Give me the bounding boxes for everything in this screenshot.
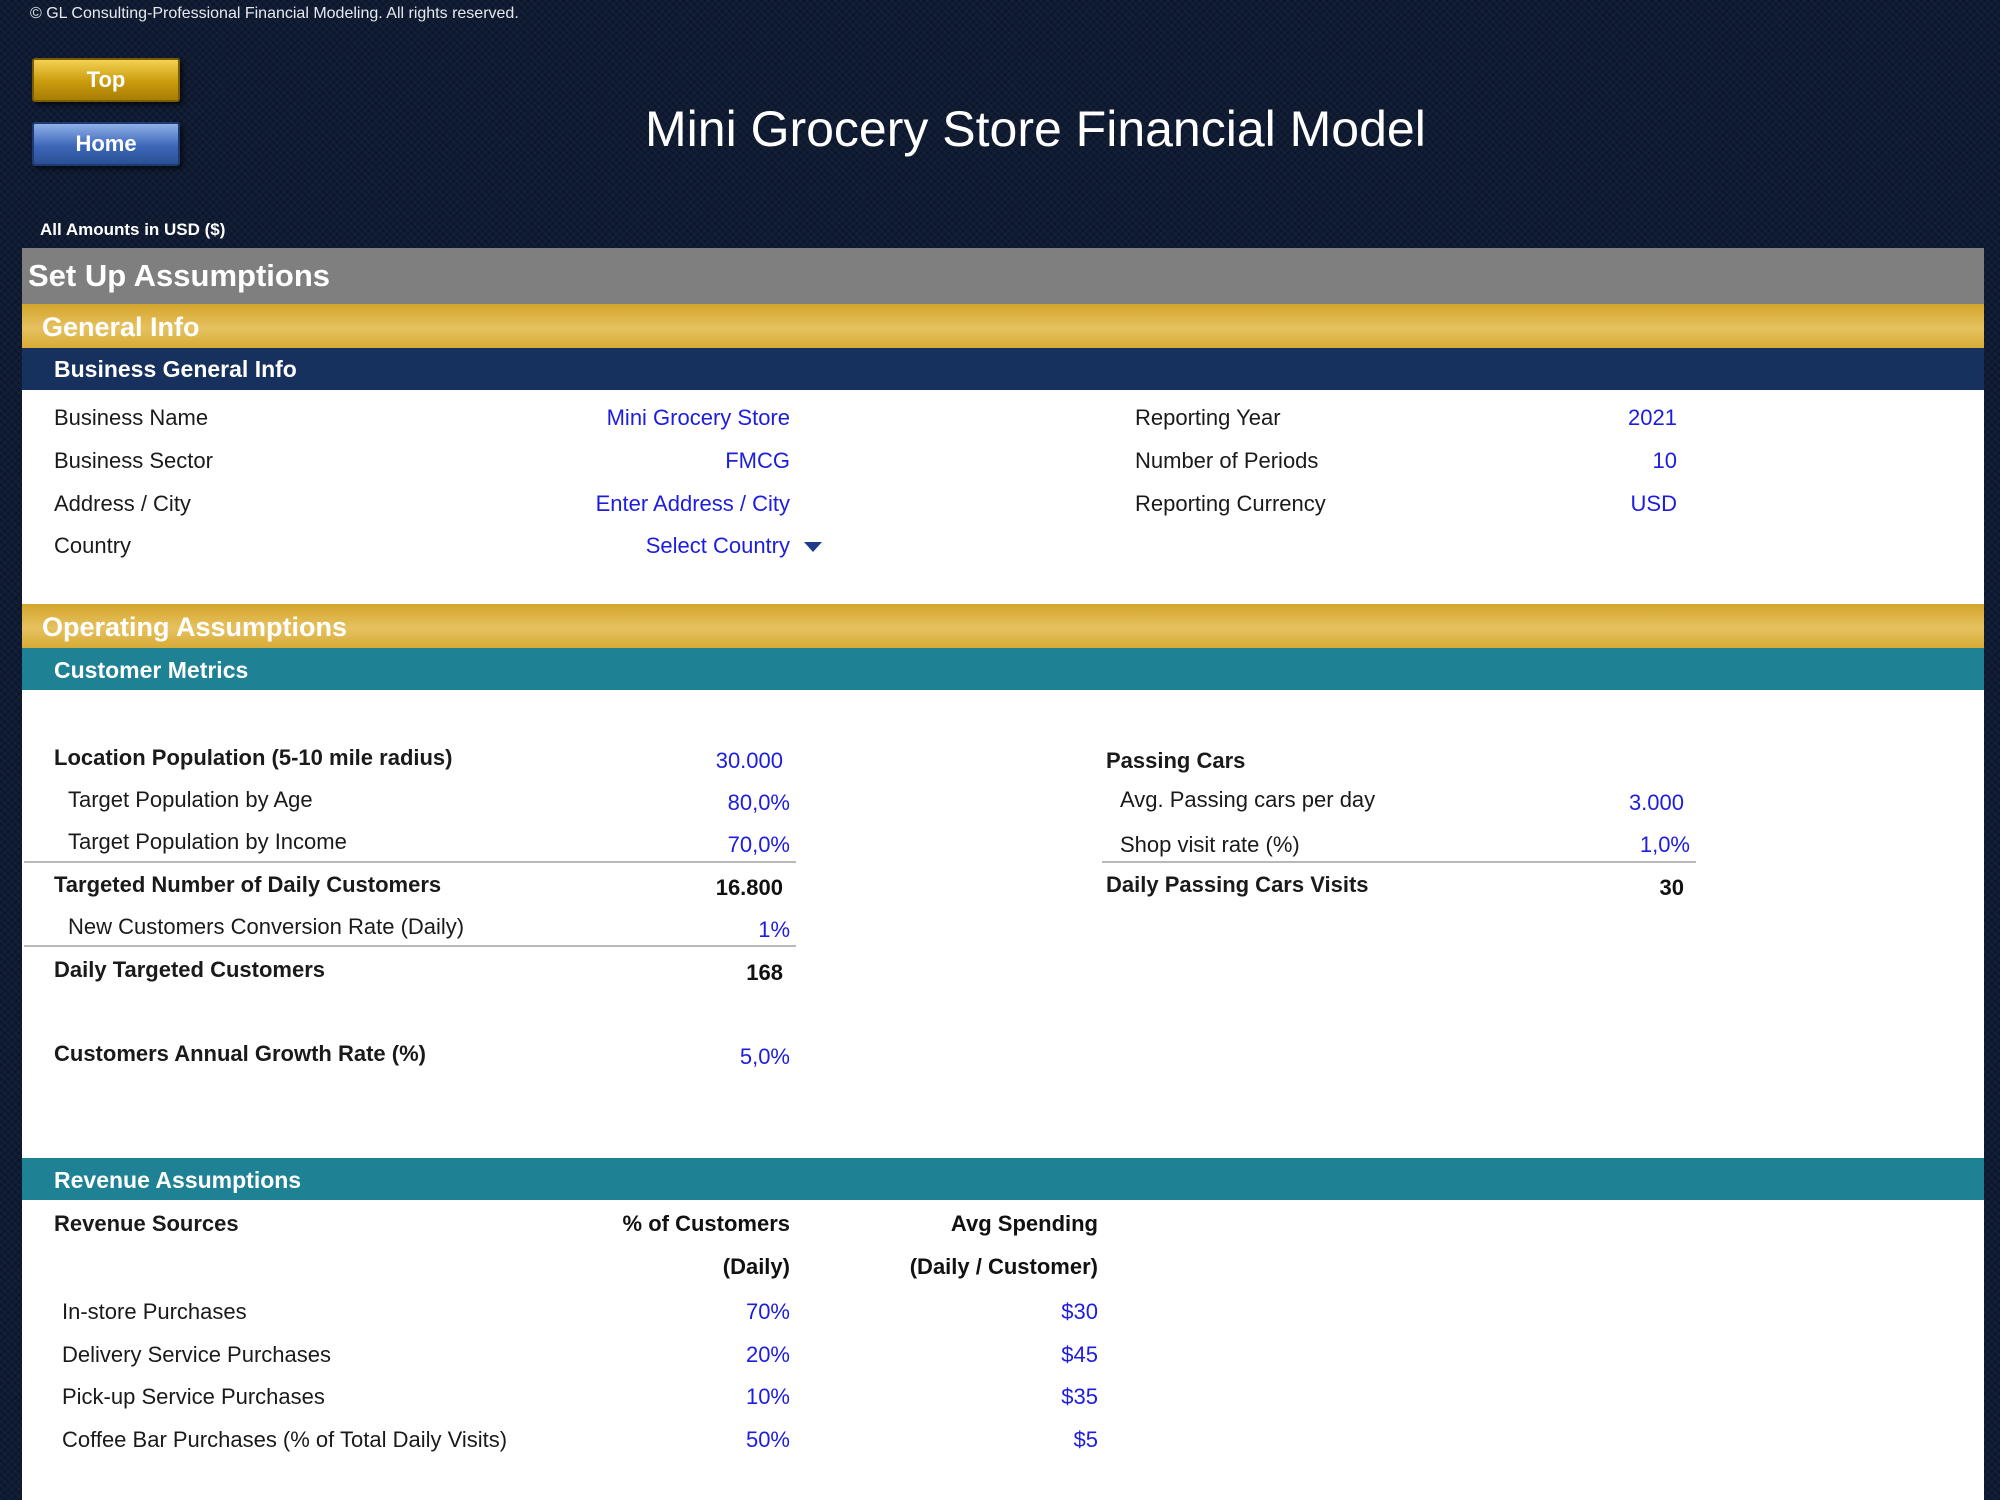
revenue-row-label: Pick-up Service Purchases — [62, 1384, 325, 1409]
revenue-row-pct[interactable]: 70% — [745, 1299, 790, 1324]
top-button[interactable]: Top — [32, 58, 180, 102]
reporting-currency-label: Reporting Currency — [1135, 491, 1326, 516]
revenue-row-label: Delivery Service Purchases — [62, 1342, 331, 1367]
address-city-label: Address / City — [54, 491, 191, 516]
daily-targeted-customers-value: 168 — [746, 960, 783, 985]
general-info-band: General Info — [22, 304, 1984, 348]
customers-growth-rate-value[interactable]: 5,0% — [739, 1044, 790, 1069]
general-info-title: General Info — [42, 312, 200, 342]
customer-metrics-band: Customer Metrics — [22, 648, 1984, 690]
targeted-daily-customers-value: 16.800 — [715, 875, 783, 900]
setup-assumptions-band: Set Up Assumptions — [22, 248, 1984, 304]
subtotal-rule — [1102, 861, 1696, 863]
revenue-assumptions-band: Revenue Assumptions — [22, 1158, 1984, 1200]
subtotal-rule — [24, 861, 796, 863]
targeted-daily-customers-label: Targeted Number of Daily Customers — [54, 872, 442, 897]
customers-growth-rate-label: Customers Annual Growth Rate (%) — [54, 1041, 426, 1066]
avg-spending-header: Avg Spending — [950, 1211, 1098, 1236]
revenue-row-label: In-store Purchases — [62, 1299, 247, 1324]
passing-cars-heading: Passing Cars — [1106, 748, 1246, 773]
daily-passing-cars-visits-label: Daily Passing Cars Visits — [1106, 872, 1369, 897]
business-name-label: Business Name — [54, 405, 209, 430]
setup-assumptions-title: Set Up Assumptions — [28, 258, 330, 293]
revenue-row-pct[interactable]: 20% — [745, 1342, 790, 1367]
pct-customers-subheader: (Daily) — [722, 1254, 790, 1279]
pct-customers-header: % of Customers — [622, 1211, 790, 1236]
location-population-label: Location Population (5-10 mile radius) — [54, 745, 453, 770]
number-of-periods-value[interactable]: 10 — [1652, 448, 1677, 473]
customer-metrics-title: Customer Metrics — [54, 657, 249, 683]
number-of-periods-label: Number of Periods — [1135, 448, 1319, 473]
revenue-row-pct[interactable]: 50% — [745, 1427, 790, 1452]
business-sector-value[interactable]: FMCG — [725, 448, 790, 473]
shop-visit-rate-label: Shop visit rate (%) — [1120, 832, 1300, 857]
home-button[interactable]: Home — [32, 122, 180, 166]
assumptions-sheet — [22, 248, 1984, 1500]
business-sector-label: Business Sector — [54, 448, 213, 473]
revenue-row-pct[interactable]: 10% — [745, 1384, 790, 1409]
avg-passing-cars-label: Avg. Passing cars per day — [1120, 787, 1376, 812]
avg-spending-subheader: (Daily / Customer) — [909, 1254, 1098, 1279]
business-general-info-title: Business General Info — [54, 356, 297, 382]
target-population-age-value[interactable]: 80,0% — [727, 790, 790, 815]
avg-passing-cars-value[interactable]: 3.000 — [1628, 790, 1684, 815]
copyright-notice: © GL Consulting-Professional Financial M… — [30, 5, 519, 22]
target-population-income-value[interactable]: 70,0% — [727, 832, 790, 857]
reporting-currency-value[interactable]: USD — [1630, 491, 1677, 516]
country-label: Country — [54, 533, 132, 558]
daily-passing-cars-visits-value: 30 — [1659, 875, 1684, 900]
operating-assumptions-band: Operating Assumptions — [22, 604, 1984, 648]
revenue-row-avg[interactable]: $5 — [1073, 1427, 1098, 1452]
business-name-value[interactable]: Mini Grocery Store — [606, 405, 790, 430]
target-population-income-label: Target Population by Income — [68, 829, 347, 854]
location-population-value[interactable]: 30.000 — [715, 748, 783, 773]
reporting-year-label: Reporting Year — [1135, 405, 1281, 430]
subtotal-rule — [24, 945, 796, 947]
chevron-down-icon[interactable] — [804, 542, 822, 552]
conversion-rate-label: New Customers Conversion Rate (Daily) — [68, 914, 465, 939]
page-title: Mini Grocery Store Financial Model — [645, 101, 1426, 157]
revenue-sources-header: Revenue Sources — [54, 1211, 239, 1236]
target-population-age-label: Target Population by Age — [68, 787, 313, 812]
revenue-row-label: Coffee Bar Purchases (% of Total Daily V… — [62, 1427, 508, 1452]
conversion-rate-value[interactable]: 1% — [758, 917, 790, 942]
revenue-row-avg[interactable]: $45 — [1061, 1342, 1098, 1367]
currency-note: All Amounts in USD ($) — [40, 220, 226, 239]
country-select[interactable]: Select Country — [645, 533, 790, 558]
shop-visit-rate-value[interactable]: 1,0% — [1639, 832, 1690, 857]
revenue-row-avg[interactable]: $35 — [1061, 1384, 1098, 1409]
revenue-row-avg[interactable]: $30 — [1061, 1299, 1098, 1324]
daily-targeted-customers-label: Daily Targeted Customers — [54, 957, 326, 982]
business-general-info-band: Business General Info — [22, 348, 1984, 390]
operating-assumptions-title: Operating Assumptions — [42, 612, 348, 642]
revenue-assumptions-title: Revenue Assumptions — [54, 1167, 302, 1193]
address-city-input[interactable]: Enter Address / City — [595, 491, 790, 516]
reporting-year-value[interactable]: 2021 — [1628, 405, 1677, 430]
